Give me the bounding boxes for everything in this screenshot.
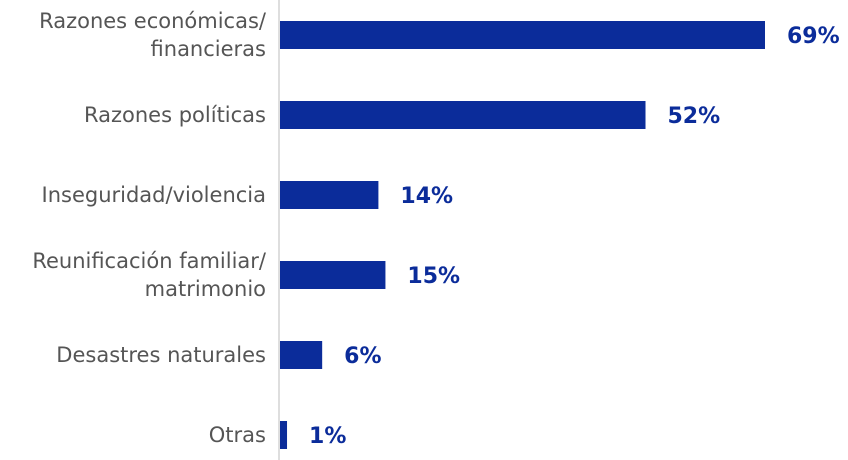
category-label-line: matrimonio (145, 277, 266, 301)
value-label: 52% (668, 104, 721, 129)
value-label: 14% (400, 184, 453, 209)
bar (280, 101, 646, 129)
bar (280, 261, 386, 289)
bars-group (280, 21, 765, 449)
category-label: Reunificación familiar/matrimonio (32, 249, 267, 301)
category-labels-group: Razones económicas/financieras Razones po… (32, 9, 267, 447)
bar (280, 421, 288, 449)
category-label: Desastres naturales (56, 343, 266, 367)
category-label: Razones políticas (84, 103, 266, 127)
category-label: Razones económicas/financieras (39, 9, 267, 61)
bar (280, 181, 379, 209)
category-label: Otras (209, 423, 266, 447)
category-label-line: Razones económicas/ (39, 9, 267, 33)
bar (280, 341, 323, 369)
value-label: 1% (309, 424, 346, 449)
value-label: 6% (344, 344, 381, 369)
value-labels-group: 69% 52% 14% 15% 6% 1% (309, 24, 840, 449)
bar (280, 21, 765, 49)
category-label-line: Reunificación familiar/ (32, 249, 267, 273)
value-label: 69% (787, 24, 840, 49)
category-label: Inseguridad/violencia (42, 183, 267, 207)
value-label: 15% (407, 264, 460, 289)
category-label-line: financieras (151, 37, 266, 61)
